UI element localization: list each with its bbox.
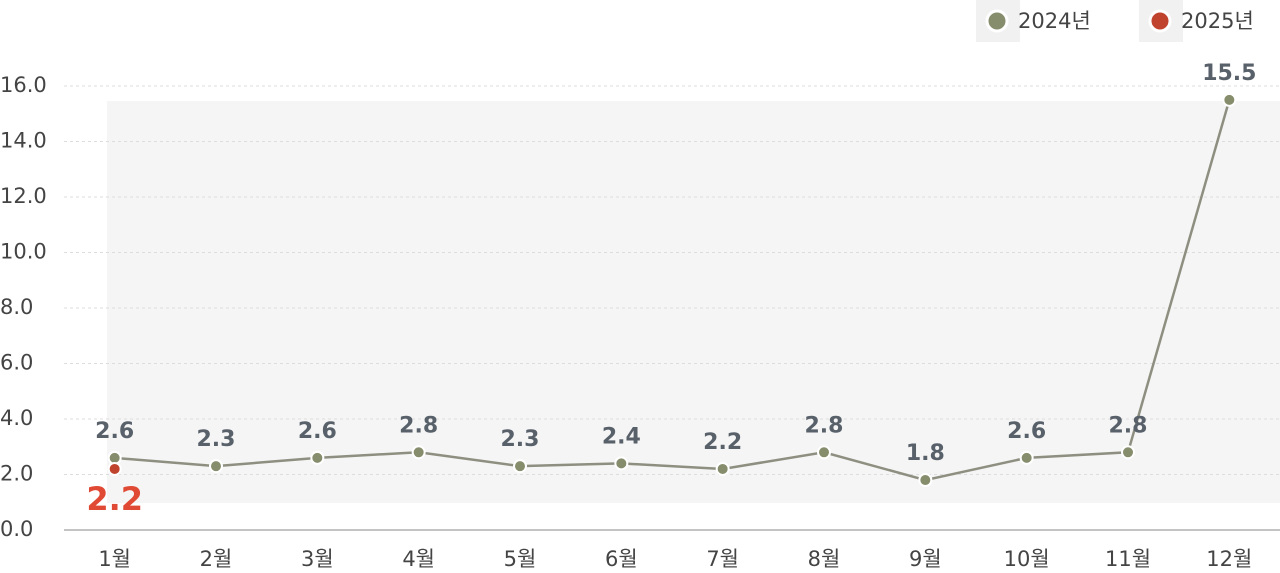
x-tick-label: 2월: [200, 547, 233, 571]
point: [310, 450, 325, 465]
legend-marker: [985, 9, 1009, 33]
value-label: 15.5: [1202, 61, 1256, 86]
value-label: 2.4: [602, 424, 641, 449]
point: [1121, 445, 1135, 460]
value-label: 1.8: [906, 441, 945, 466]
value-label: 2.8: [805, 413, 844, 438]
x-tick-label: 12월: [1206, 547, 1252, 571]
value-label: 2.8: [399, 413, 438, 438]
point: [513, 459, 527, 474]
point: [107, 461, 122, 476]
y-tick-label: 6.0: [0, 351, 33, 375]
value-label: 2.6: [298, 419, 337, 444]
point: [1222, 92, 1237, 107]
x-tick-label: 11월: [1105, 547, 1151, 571]
value-label: 2.3: [197, 427, 236, 452]
x-tick-label: 1월: [98, 547, 131, 571]
y-tick-label: 14.0: [0, 129, 47, 153]
x-tick-label: 3월: [301, 547, 334, 571]
x-tick-label: 5월: [504, 547, 537, 571]
x-tick-label: 8월: [808, 547, 841, 571]
value-label: 2.2: [703, 430, 742, 455]
y-tick-label: 16.0: [0, 73, 47, 97]
point: [918, 473, 933, 488]
legend-label: 2025년: [1181, 9, 1254, 33]
legend-marker: [1148, 9, 1172, 33]
point: [1019, 450, 1034, 465]
y-tick-label: 12.0: [0, 184, 47, 208]
point: [209, 459, 223, 474]
value-label: 2.8: [1109, 413, 1148, 438]
value-label: 2.3: [501, 427, 540, 452]
x-tick-label: 9월: [909, 547, 942, 571]
x-tick-label: 7월: [706, 547, 739, 571]
point: [817, 445, 831, 460]
y-tick-label: 2.0: [0, 462, 33, 486]
value-label: 2.6: [95, 419, 134, 444]
value-label: 2.2: [86, 480, 143, 518]
point: [715, 461, 730, 476]
y-tick-label: 10.0: [0, 240, 47, 264]
y-tick-label: 8.0: [0, 295, 33, 319]
point: [614, 456, 629, 471]
plot-shade: [107, 101, 1280, 503]
value-label: 2.6: [1007, 419, 1046, 444]
point: [411, 445, 426, 460]
x-tick-label: 10월: [1004, 547, 1050, 571]
series-line: [114, 99, 1231, 482]
x-tick-label: 4월: [402, 547, 435, 571]
x-tick-label: 6월: [605, 547, 638, 571]
legend-label: 2024년: [1018, 9, 1091, 33]
y-tick-label: 4.0: [0, 406, 33, 430]
y-tick-label: 0.0: [0, 517, 33, 541]
